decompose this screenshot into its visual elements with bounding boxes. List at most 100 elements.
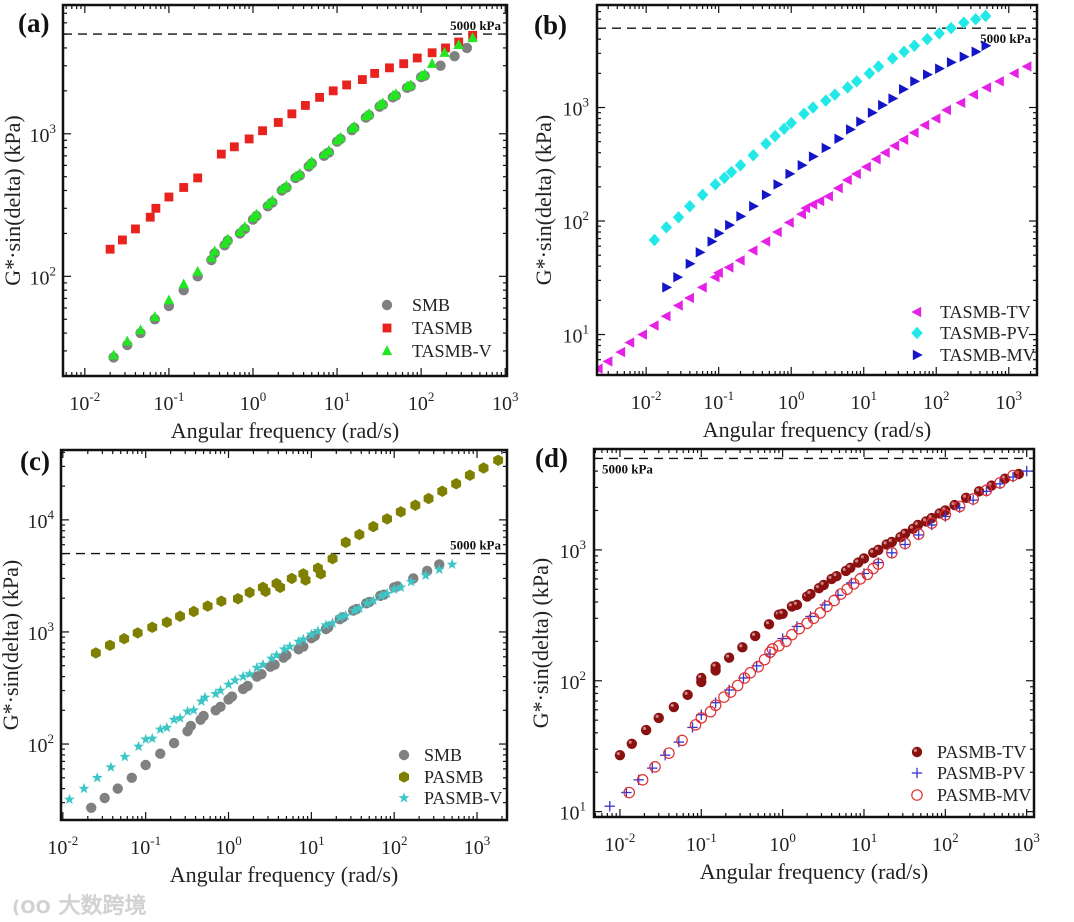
x-tick-label: 103 <box>996 388 1023 414</box>
data-point <box>140 759 151 771</box>
data-point <box>1007 469 1019 482</box>
data-point <box>145 212 155 222</box>
tick-exponent: 0 <box>798 388 805 403</box>
series-tasmb-mv <box>662 40 992 293</box>
y-tick-label: 101 <box>563 322 590 348</box>
data-point-highlight <box>751 632 756 636</box>
data-point <box>405 79 416 90</box>
series-pasmb <box>90 454 504 659</box>
data-point <box>381 587 393 599</box>
data-point <box>981 40 992 51</box>
data-point <box>377 97 389 108</box>
tick-exponent: -1 <box>706 830 717 845</box>
data-point <box>636 774 649 786</box>
tick-exponent: 0 <box>260 389 267 404</box>
data-point <box>363 108 375 118</box>
data-point <box>300 101 310 110</box>
data-point <box>267 194 278 205</box>
data-point <box>192 265 203 276</box>
data-point <box>257 659 269 670</box>
data-point <box>749 201 760 212</box>
data-point <box>773 179 784 190</box>
data-point <box>958 16 970 29</box>
y-tick-label: 103 <box>563 95 590 121</box>
data-point <box>223 678 234 690</box>
data-point <box>747 148 760 162</box>
data-point <box>361 597 373 608</box>
data-point <box>188 704 200 715</box>
data-point <box>780 635 792 648</box>
data-point <box>119 751 131 762</box>
x-tick-label: 102 <box>932 830 959 856</box>
data-point <box>863 67 876 80</box>
data-point-highlight <box>739 644 743 648</box>
data-point <box>168 713 180 725</box>
tick-exponent: 1 <box>580 799 587 814</box>
panel-label: (a) <box>18 8 49 38</box>
x-tick-label: 10-1 <box>686 830 717 856</box>
data-point <box>154 723 166 734</box>
data-point <box>829 88 841 101</box>
data-point <box>375 590 387 601</box>
y-tick-label: 103 <box>560 537 587 563</box>
data-point <box>648 320 659 331</box>
data-point <box>723 652 735 663</box>
data-point <box>771 226 782 238</box>
data-point <box>294 167 305 178</box>
data-point <box>858 553 870 564</box>
x-tick-label: 102 <box>408 389 435 415</box>
x-tick-label: 10-2 <box>69 389 100 415</box>
data-point <box>164 192 174 202</box>
data-point-highlight <box>655 714 659 718</box>
data-point <box>980 484 993 497</box>
data-point <box>132 627 143 639</box>
data-point <box>935 63 945 74</box>
data-point-highlight <box>855 559 859 563</box>
series-tasmb-v <box>108 32 478 360</box>
y-tick-label: 102 <box>563 208 590 234</box>
data-point <box>327 553 338 565</box>
x-tick-label: 101 <box>324 389 351 415</box>
data-point <box>821 142 832 154</box>
data-point-highlight <box>928 514 932 519</box>
data-point <box>237 670 249 682</box>
data-point <box>760 137 772 150</box>
y-tick-label: 103 <box>30 121 57 147</box>
tick-exponent: 1 <box>318 833 325 848</box>
data-point-highlight <box>712 663 716 667</box>
data-point <box>135 324 146 335</box>
x-tick-label: 100 <box>240 389 267 415</box>
data-point-highlight <box>842 567 846 571</box>
data-point <box>315 92 325 102</box>
data-point-highlight <box>860 555 864 559</box>
data-point <box>971 46 982 57</box>
data-point-highlight <box>875 546 879 550</box>
legend-label: PASMB <box>424 767 483 787</box>
data-point <box>284 640 296 652</box>
data-point <box>886 52 899 65</box>
data-point <box>133 740 144 752</box>
data-point <box>979 9 992 23</box>
data-point-highlight <box>951 501 955 506</box>
data-point <box>930 113 941 124</box>
data-point <box>769 129 781 143</box>
data-point <box>946 57 957 68</box>
data-point <box>993 76 1004 87</box>
data-point <box>850 168 861 180</box>
data-point <box>119 633 130 645</box>
x-axis-title: Angular frequency (rad/s) <box>171 418 399 443</box>
data-point <box>959 51 970 62</box>
tick-exponent: -1 <box>150 833 161 848</box>
watermark: (OO 大数跨境 <box>12 888 147 920</box>
data-point <box>889 140 900 151</box>
data-point <box>91 772 103 783</box>
data-point <box>710 661 721 672</box>
data-point <box>229 142 239 152</box>
data-point <box>696 188 709 202</box>
tick-exponent: 1 <box>583 322 590 337</box>
